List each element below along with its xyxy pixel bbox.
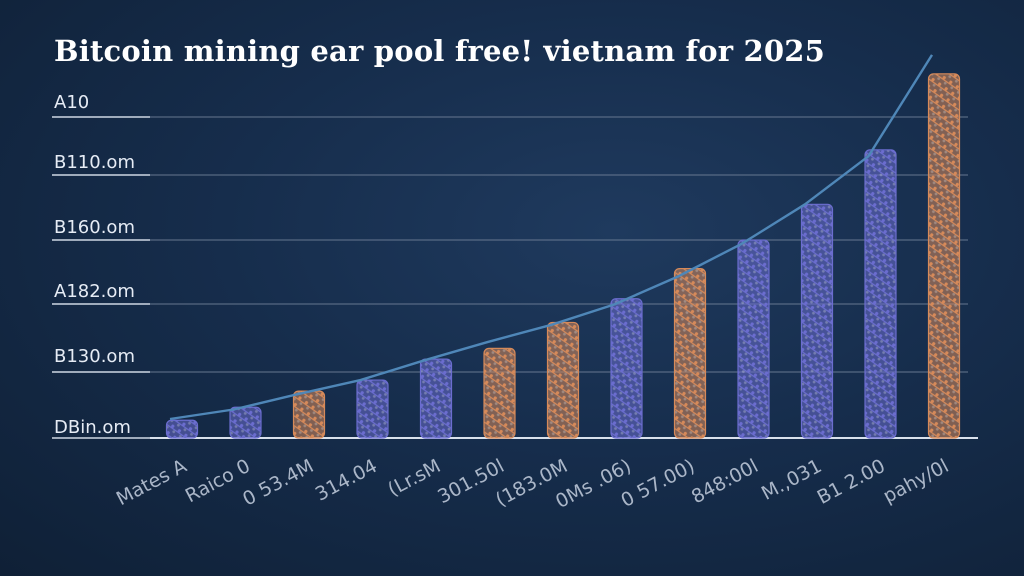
bar bbox=[927, 73, 961, 439]
bar bbox=[419, 358, 453, 439]
y-tick-label: A182.om bbox=[54, 281, 135, 302]
x-tick-label: (Lr.sM bbox=[384, 455, 444, 501]
trend-line-layer bbox=[169, 54, 934, 421]
x-tick-label: 848:00l bbox=[688, 455, 762, 508]
chart-title: Bitcoin mining ear pool free! vietnam fo… bbox=[54, 34, 826, 68]
bar bbox=[356, 379, 389, 439]
x-tick-label: pahy/0l bbox=[880, 455, 953, 508]
x-tick-label: B1 2.00 bbox=[814, 455, 889, 509]
y-tick-label: A10 bbox=[54, 92, 89, 113]
bar bbox=[800, 203, 834, 439]
x-tick-label: 314.04 bbox=[312, 455, 381, 506]
y-tick-label: B110.om bbox=[54, 152, 135, 173]
y-tick-label: B130.om bbox=[54, 346, 135, 367]
y-tick-label: DBin.om bbox=[54, 417, 131, 438]
x-tick-label: M.,031 bbox=[758, 455, 825, 505]
bar bbox=[229, 406, 262, 439]
bar-layer bbox=[165, 73, 961, 439]
x-tick-label: 0 57.00) bbox=[617, 455, 698, 512]
bar bbox=[673, 267, 707, 439]
bar bbox=[546, 321, 580, 439]
bar bbox=[165, 419, 199, 439]
bar bbox=[483, 347, 516, 439]
x-tick-label: Mates A bbox=[113, 455, 191, 510]
bar bbox=[610, 298, 643, 439]
bar bbox=[864, 149, 897, 439]
bar bbox=[737, 239, 770, 439]
x-tick-label: 0 53.4M bbox=[239, 455, 317, 510]
y-axis-labels: DBin.om B130.om A182.om B160.om B110.om A10 bbox=[52, 92, 150, 439]
y-tick-label: B160.om bbox=[54, 217, 135, 238]
trend-line bbox=[169, 54, 934, 421]
bar bbox=[292, 390, 326, 439]
